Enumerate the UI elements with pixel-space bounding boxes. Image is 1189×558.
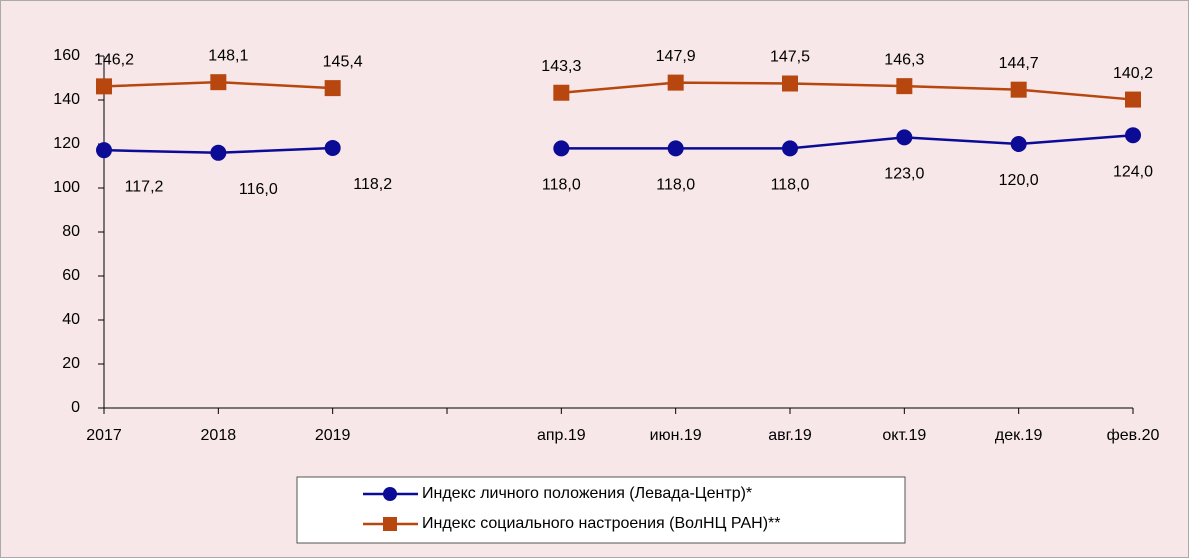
data-label: 120,0 <box>999 172 1039 189</box>
legend-label: Индекс личного положения (Левада-Центр)* <box>422 485 752 502</box>
point-marker <box>1010 81 1027 98</box>
y-tick-label: 40 <box>62 311 80 328</box>
point-marker <box>1125 127 1141 144</box>
point-marker <box>782 75 798 92</box>
point-marker <box>1125 91 1141 108</box>
x-tick-label: окт.19 <box>882 427 926 444</box>
data-label: 145,4 <box>323 53 363 70</box>
y-tick-label: 80 <box>62 223 80 240</box>
point-marker <box>324 139 341 156</box>
data-label: 118,2 <box>353 176 392 193</box>
data-label: 147,9 <box>656 48 696 65</box>
y-tick-label: 20 <box>62 355 80 372</box>
data-label: 146,3 <box>884 51 924 68</box>
x-tick-label: 2018 <box>201 427 237 444</box>
legend-label: Индекс социального настроения (ВолНЦ РАН… <box>422 515 780 532</box>
legend-marker <box>383 517 397 531</box>
data-label: 118,0 <box>656 177 695 194</box>
x-tick-label: авг.19 <box>768 427 812 444</box>
data-label: 143,3 <box>541 58 581 75</box>
data-label: 123,0 <box>884 166 924 183</box>
point-marker <box>324 80 341 97</box>
data-label: 117,2 <box>125 178 164 195</box>
legend-box <box>296 476 906 544</box>
y-tick-label: 60 <box>62 267 80 284</box>
y-tick-label: 140 <box>53 91 80 108</box>
data-label: 118,0 <box>542 177 581 194</box>
data-label: 147,5 <box>770 49 810 66</box>
data-label: 144,7 <box>999 55 1039 72</box>
point-marker <box>1010 136 1027 152</box>
data-label: 124,0 <box>1113 163 1153 180</box>
y-tick-label: 120 <box>53 135 80 152</box>
point-marker <box>896 78 913 95</box>
y-tick-label: 0 <box>71 399 80 416</box>
point-marker <box>96 142 112 159</box>
point-marker <box>210 74 227 91</box>
x-tick-label: 2019 <box>315 427 351 444</box>
x-tick-label: дек.19 <box>995 427 1043 444</box>
y-tick-label: 160 <box>53 47 80 64</box>
point-marker <box>667 140 684 157</box>
legend-marker <box>383 487 397 501</box>
y-tick-label: 100 <box>53 179 80 196</box>
point-marker <box>782 140 798 157</box>
data-label: 116,0 <box>239 181 278 198</box>
data-label: 118,0 <box>771 177 810 194</box>
point-marker <box>553 84 570 101</box>
x-tick-label: апр.19 <box>537 427 586 444</box>
x-tick-label: фев.20 <box>1107 427 1160 444</box>
data-label: 140,2 <box>1113 65 1153 82</box>
point-marker <box>210 144 227 161</box>
x-tick-label: июн.19 <box>650 427 702 444</box>
point-marker <box>667 74 684 91</box>
point-marker <box>896 129 913 146</box>
x-tick-label: 2017 <box>86 427 122 444</box>
point-marker <box>553 140 570 157</box>
point-marker <box>96 78 112 95</box>
data-label: 146,2 <box>94 52 134 69</box>
data-label: 148,1 <box>208 47 248 64</box>
